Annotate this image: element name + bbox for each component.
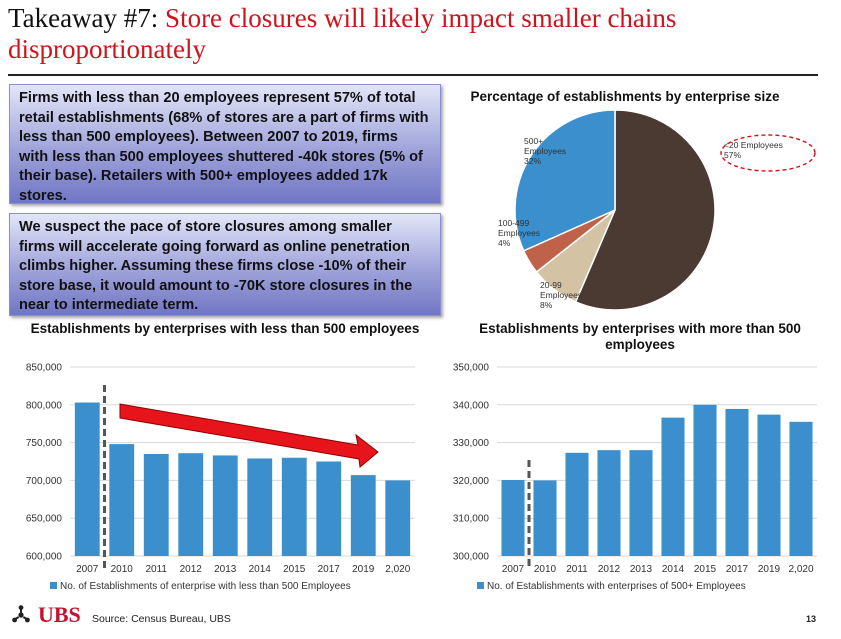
right-bar-chart: 300,000 310,000 320,000 330,000 340,000 350,0… (453, 363, 817, 592)
x-tick-label: 2010 (111, 564, 134, 575)
bar (316, 461, 342, 556)
x-tick-label: 2,020 (385, 564, 410, 575)
x-tick-label: 2017 (318, 564, 341, 575)
legend-label: No. of Establishments with enterprises o… (487, 581, 746, 592)
bar (565, 452, 589, 556)
title-rule (8, 74, 818, 76)
bar (629, 450, 653, 556)
x-tick-label: 2,020 (788, 564, 813, 575)
bar (109, 444, 135, 556)
y-tick-label: 800,000 (26, 400, 63, 411)
keys-icon (12, 605, 30, 623)
bar (385, 480, 411, 556)
x-tick-label: 2007 (502, 564, 525, 575)
y-tick-label: 300,000 (453, 552, 490, 563)
bar (501, 480, 525, 556)
pie-label: 100-499 Employees 4% (498, 218, 540, 248)
x-tick-label: 2007 (76, 564, 99, 575)
y-tick-label: 600,000 (26, 552, 63, 563)
x-tick-label: 2015 (694, 564, 717, 575)
pie-label: <20 Employees 57% (724, 140, 783, 160)
x-tick-label: 2014 (249, 564, 272, 575)
y-tick-label: 350,000 (453, 363, 490, 374)
left-chart-title: Establishments by enterprises with less … (30, 321, 420, 336)
x-tick-label: 2012 (180, 564, 203, 575)
x-tick-label: 2011 (145, 564, 167, 575)
x-tick-label: 2013 (214, 564, 237, 575)
pie-label: 500+ Employees 32% (524, 136, 566, 166)
x-tick-label: 2012 (598, 564, 621, 575)
title-highlight: Store closures will likely impact smalle… (8, 3, 677, 64)
x-tick-label: 2019 (758, 564, 781, 575)
bar (533, 480, 557, 556)
pie-slice (514, 109, 616, 252)
y-tick-label: 340,000 (453, 400, 490, 411)
y-tick-label: 850,000 (26, 363, 63, 374)
bar (247, 458, 273, 556)
x-tick-label: 2011 (566, 564, 588, 575)
callout-box-2: We suspect the pace of store closures am… (9, 213, 441, 316)
bar (143, 453, 169, 556)
bar (597, 450, 621, 556)
pie-slice (574, 109, 716, 311)
bar (74, 402, 100, 556)
pie-chart: <20 Employees 57% 20-99 Employees 8% 100-499 E… (498, 109, 816, 311)
bar (212, 455, 238, 556)
x-tick-label: 2013 (630, 564, 653, 575)
callout-box-1: Firms with less than 20 employees repres… (9, 84, 441, 204)
y-tick-label: 320,000 (453, 476, 490, 487)
page-number: 13 (806, 614, 817, 624)
source-note: Source: Census Bureau, UBS (92, 613, 231, 625)
y-tick-label: 330,000 (453, 438, 490, 449)
bar (725, 408, 749, 556)
highlight-ellipse (720, 134, 816, 172)
left-bar-chart: 600,000 650,000 700,000 750,000 800,000 850,0… (26, 363, 415, 592)
trend-arrow (119, 403, 379, 468)
y-tick-label: 700,000 (26, 476, 63, 487)
bar (661, 417, 685, 556)
right-chart-title: Establishments by enterprises with more … (479, 321, 801, 352)
bar (789, 421, 813, 556)
x-tick-label: 2019 (352, 564, 375, 575)
ubs-logo: UBS (10, 602, 81, 628)
pie-chart-title: Percentage of establishments by enterpri… (470, 89, 780, 104)
slide-title: Takeaway #7: Store closures will likely … (8, 3, 828, 65)
bar (693, 404, 717, 556)
bar (757, 414, 781, 556)
legend-swatch (477, 582, 484, 589)
bar (178, 453, 204, 556)
y-tick-label: 650,000 (26, 514, 63, 525)
y-tick-label: 750,000 (26, 438, 63, 449)
x-tick-label: 2015 (283, 564, 306, 575)
bar (281, 457, 307, 556)
legend-label: No. of Establishments of enterprise with… (60, 581, 351, 592)
x-tick-label: 2017 (726, 564, 749, 575)
title-prefix: Takeaway #7: (8, 3, 166, 33)
x-tick-label: 2010 (534, 564, 557, 575)
legend-swatch (50, 582, 57, 589)
ubs-logo-text: UBS (38, 602, 81, 627)
x-tick-label: 2014 (662, 564, 685, 575)
bar (350, 475, 376, 556)
y-tick-label: 310,000 (453, 514, 490, 525)
pie-label: 20-99 Employees 8% (540, 280, 582, 310)
